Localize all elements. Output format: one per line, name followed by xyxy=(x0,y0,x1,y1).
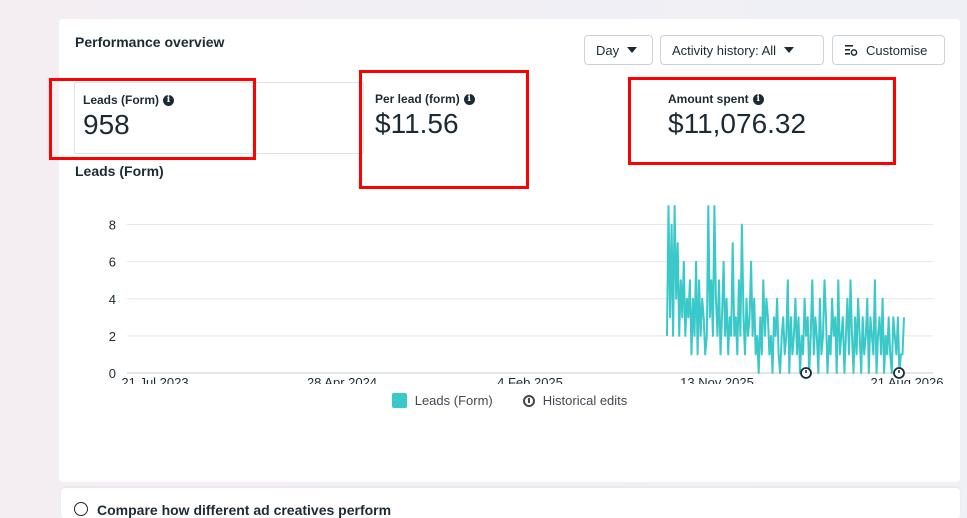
metric-label-row: Per lead (form) i xyxy=(375,92,639,106)
y-tick-label: 4 xyxy=(109,292,116,307)
chart-title: Leads (Form) xyxy=(75,163,164,179)
info-circle-icon xyxy=(74,502,88,516)
history-icon xyxy=(522,394,535,407)
x-tick-label: 4 Feb 2025 xyxy=(497,375,563,384)
card-title: Performance overview xyxy=(75,34,225,50)
x-tick-label: 13 Nov 2025 xyxy=(680,375,754,384)
creative-comparison-title: Compare how different ad creatives perfo… xyxy=(97,502,392,518)
metric-per-lead-label: Per lead (form) xyxy=(375,92,460,106)
info-icon[interactable]: i xyxy=(463,93,475,105)
chevron-down-icon xyxy=(784,47,795,53)
x-tick-label: 21 Jul 2023 xyxy=(121,375,188,384)
y-tick-label: 0 xyxy=(109,366,116,381)
metric-label-row: Amount spent i xyxy=(668,92,942,106)
customise-button[interactable]: Customise xyxy=(832,35,945,65)
y-tick-label: 8 xyxy=(109,218,116,233)
metric-amount-spent-value: $11,076.32 xyxy=(668,108,807,139)
y-tick-label: 6 xyxy=(109,255,116,270)
highlight-box-amount-spent xyxy=(628,77,896,165)
info-icon[interactable]: i xyxy=(163,94,175,106)
historical-edit-marker[interactable] xyxy=(800,367,812,379)
performance-overview-card: Performance overview Day Activity histor… xyxy=(59,19,960,482)
creative-comparison-card[interactable]: Compare how different ad creatives perfo… xyxy=(61,488,960,518)
highlight-box-leads xyxy=(49,78,256,160)
metric-label-row: Leads (Form) i xyxy=(83,93,355,107)
legend-leads-label: Leads (Form) xyxy=(414,393,493,408)
metric-leads-value: 958 xyxy=(83,109,130,140)
x-tick-label: 28 Apr 2024 xyxy=(307,375,377,384)
legend-swatch xyxy=(391,393,407,408)
highlight-box-per-lead xyxy=(359,70,529,189)
chevron-down-icon xyxy=(627,47,638,53)
metric-per-lead-value: $11.56 xyxy=(375,108,459,139)
legend-edits-label: Historical edits xyxy=(542,393,628,408)
activity-history-dropdown[interactable]: Activity history: All xyxy=(660,35,824,65)
day-dropdown-label: Day xyxy=(596,42,620,58)
historical-edit-marker[interactable] xyxy=(893,367,905,379)
y-tick-label: 2 xyxy=(109,329,116,344)
info-icon[interactable]: i xyxy=(752,93,764,105)
time-granularity-dropdown[interactable]: Day xyxy=(584,35,653,65)
metric-per-lead[interactable]: Per lead (form) i $11.56 xyxy=(367,82,647,154)
metric-amount-spent[interactable]: Amount spent i $11,076.32 xyxy=(660,82,950,154)
metric-leads[interactable]: Leads (Form) i 958 xyxy=(74,82,364,154)
x-tick-label: 21 Aug 2026 xyxy=(870,375,943,384)
legend-item-leads[interactable]: Leads (Form) xyxy=(391,393,493,408)
customise-label: Customise xyxy=(866,42,928,58)
series-line-leads[interactable] xyxy=(666,205,905,374)
metric-leads-label: Leads (Form) xyxy=(83,93,160,107)
activity-dropdown-label: Activity history: All xyxy=(672,42,777,58)
customise-icon xyxy=(845,45,858,56)
chart-legend: Leads (Form) Historical edits xyxy=(59,393,960,408)
metric-amount-spent-label: Amount spent xyxy=(668,92,749,106)
legend-item-historical-edits[interactable]: Historical edits xyxy=(522,393,628,408)
leads-chart[interactable]: 0 2 4 6 8 21 Jul 2023 28 Apr 2024 4 Feb 2025 13 … xyxy=(89,204,949,384)
